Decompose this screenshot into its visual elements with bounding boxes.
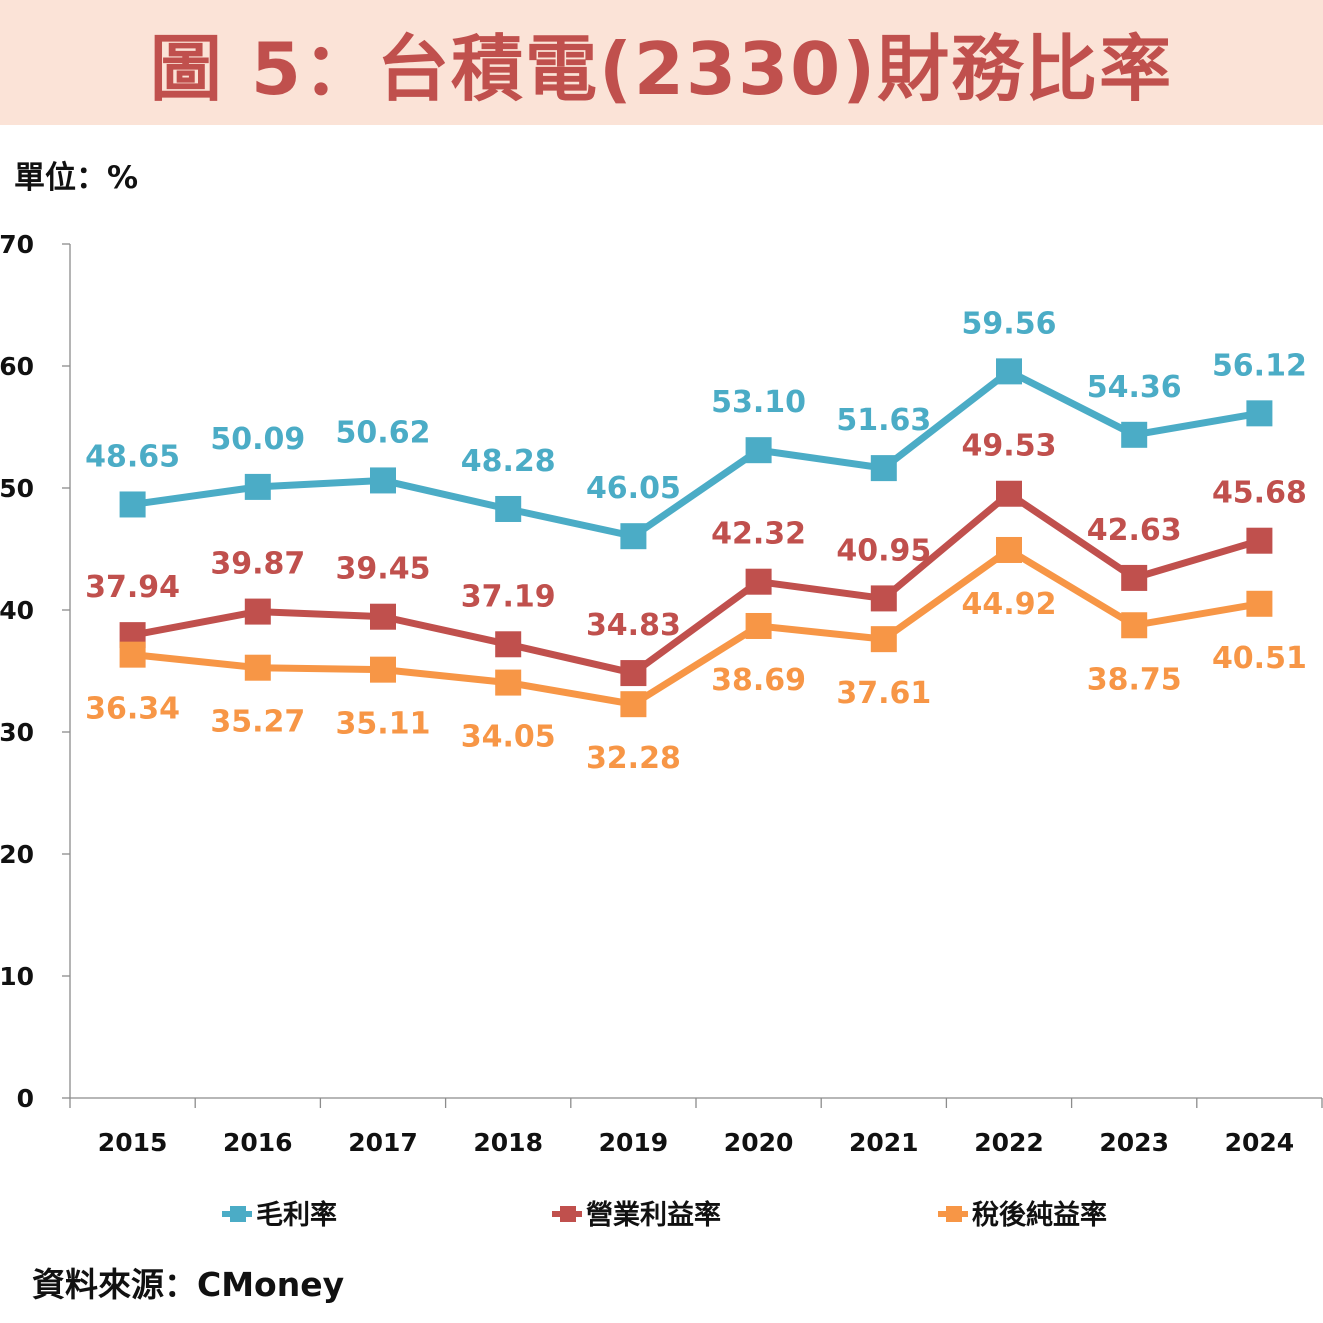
x-tick-label: 2016 xyxy=(223,1128,293,1157)
data-point-marker xyxy=(620,691,647,718)
data-label: 53.10 xyxy=(711,385,806,420)
series-line-2 xyxy=(131,489,1261,677)
data-label: 37.94 xyxy=(85,570,180,605)
data-label: 34.83 xyxy=(586,608,681,643)
data-label: 54.36 xyxy=(1087,370,1182,405)
legend-label: 營業利益率 xyxy=(586,1199,721,1231)
legend-marker xyxy=(560,1206,576,1222)
data-label: 48.28 xyxy=(461,444,556,479)
data-label: 45.68 xyxy=(1212,476,1307,511)
data-label: 49.53 xyxy=(962,429,1057,464)
data-label: 50.62 xyxy=(336,415,431,450)
data-point-marker xyxy=(244,598,271,625)
data-label: 40.51 xyxy=(1212,641,1307,676)
legend-marker xyxy=(230,1206,246,1222)
x-tick-label: 2019 xyxy=(599,1128,669,1157)
x-tick-label: 2017 xyxy=(348,1128,418,1157)
data-point-marker xyxy=(370,467,396,494)
data-label: 56.12 xyxy=(1212,348,1307,383)
legend-marker xyxy=(946,1206,962,1222)
data-point-marker xyxy=(1246,527,1273,554)
data-label: 35.27 xyxy=(210,705,305,740)
data-point-marker xyxy=(620,523,647,550)
x-tick-label: 2020 xyxy=(724,1128,794,1157)
data-label: 48.65 xyxy=(85,439,180,474)
data-label: 46.05 xyxy=(586,471,681,506)
x-tick-label: 2021 xyxy=(849,1128,919,1157)
data-point-marker xyxy=(244,654,271,681)
data-point-marker xyxy=(870,585,897,612)
data-point-marker xyxy=(996,536,1022,563)
title-banner: 圖 5：台積電(2330)財務比率 xyxy=(0,0,1323,125)
data-point-marker xyxy=(620,660,647,687)
x-tick-label: 2022 xyxy=(974,1128,1044,1157)
data-label: 38.69 xyxy=(711,663,806,698)
page-title: 圖 5：台積電(2330)財務比率 xyxy=(149,27,1174,111)
y-tick-label: 70 xyxy=(0,230,34,259)
y-tick-label: 30 xyxy=(0,718,34,747)
legend-label: 毛利率 xyxy=(256,1199,337,1231)
data-label: 37.19 xyxy=(461,579,556,614)
data-point-marker xyxy=(495,631,522,658)
y-tick-label: 20 xyxy=(0,840,34,869)
data-point-marker xyxy=(870,626,897,653)
data-point-marker xyxy=(244,473,271,500)
data-point-marker xyxy=(745,568,772,595)
data-point-marker xyxy=(370,656,396,683)
data-point-marker xyxy=(1246,400,1273,427)
data-label: 39.45 xyxy=(336,552,431,587)
data-label: 51.63 xyxy=(836,403,931,438)
data-point-marker xyxy=(870,455,897,482)
x-tick-label: 2015 xyxy=(98,1128,168,1157)
data-label: 37.61 xyxy=(836,676,931,711)
data-point-marker xyxy=(745,612,772,639)
x-tick-label: 2024 xyxy=(1225,1128,1295,1157)
data-point-marker xyxy=(1121,612,1148,639)
data-label: 39.87 xyxy=(210,547,305,582)
series-line-3 xyxy=(132,545,1260,708)
data-label: 40.95 xyxy=(836,533,931,568)
data-label: 59.56 xyxy=(962,306,1057,341)
data-label: 36.34 xyxy=(85,692,180,727)
data-point-marker xyxy=(495,495,522,522)
y-tick-label: 60 xyxy=(0,352,34,381)
data-label: 44.92 xyxy=(962,587,1057,622)
data-point-marker xyxy=(495,669,522,696)
data-point-marker xyxy=(119,491,146,518)
data-point-marker xyxy=(1246,590,1273,617)
x-tick-label: 2018 xyxy=(473,1128,543,1157)
data-point-marker xyxy=(1121,421,1148,448)
data-label: 34.05 xyxy=(461,720,556,755)
data-label: 35.11 xyxy=(336,707,431,742)
data-label: 42.63 xyxy=(1087,513,1182,548)
data-label: 50.09 xyxy=(210,422,305,457)
series-line-1 xyxy=(132,367,1260,540)
unit-label: 單位：% xyxy=(14,160,139,196)
y-tick-label: 40 xyxy=(0,596,34,625)
data-point-marker xyxy=(1121,564,1148,591)
data-label: 42.32 xyxy=(711,517,806,552)
data-point-marker xyxy=(996,480,1022,507)
data-point-marker xyxy=(996,358,1022,385)
legend-label: 稅後純益率 xyxy=(972,1199,1107,1231)
data-label: 32.28 xyxy=(586,741,681,776)
y-tick-label: 50 xyxy=(0,474,34,503)
x-tick-label: 2023 xyxy=(1099,1128,1169,1157)
y-tick-label: 10 xyxy=(0,962,34,991)
data-point-marker xyxy=(370,603,396,630)
data-point-marker xyxy=(119,641,146,668)
y-tick-label: 0 xyxy=(17,1084,34,1113)
source-note: 資料來源：CMoney xyxy=(32,1265,345,1304)
data-point-marker xyxy=(745,437,772,464)
data-label: 38.75 xyxy=(1087,662,1182,697)
